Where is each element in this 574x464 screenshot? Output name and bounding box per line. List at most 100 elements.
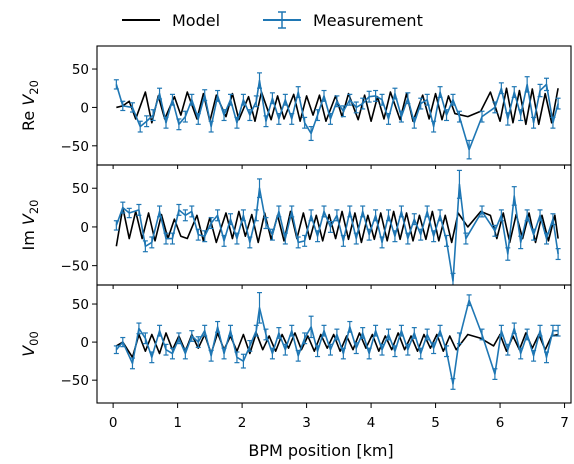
error-bar <box>431 120 437 133</box>
error-bar <box>157 87 163 100</box>
error-bar <box>555 324 561 337</box>
error-bar <box>282 343 288 356</box>
error-bar <box>136 203 142 216</box>
error-bar <box>524 209 530 222</box>
error-bar <box>321 324 327 337</box>
error-bar <box>295 236 301 249</box>
error-bar <box>411 213 417 226</box>
error-bar <box>334 328 340 341</box>
error-bar <box>195 336 201 349</box>
error-bar <box>269 228 275 241</box>
error-bar <box>240 353 246 369</box>
error-bar <box>353 232 359 245</box>
error-bar <box>360 97 366 110</box>
panel-middle: 50 0 −50 Im V20 <box>19 164 572 289</box>
error-bar <box>424 93 430 106</box>
error-bar <box>392 230 398 243</box>
error-bar <box>176 332 182 345</box>
error-bar <box>353 342 359 355</box>
error-bar <box>321 205 327 218</box>
error-bar <box>247 339 253 352</box>
error-bar <box>189 330 195 342</box>
error-bar <box>247 109 253 122</box>
error-bar <box>424 328 430 341</box>
error-bar <box>295 86 301 99</box>
error-bar <box>418 347 424 360</box>
error-bar <box>405 232 411 245</box>
error-bar <box>498 324 504 337</box>
error-bar <box>479 110 485 123</box>
error-bar <box>327 220 333 233</box>
error-bar <box>431 342 437 355</box>
error-bar <box>113 345 119 355</box>
x-tick-label: 7 <box>560 415 569 431</box>
error-bar <box>295 349 301 362</box>
legend-measurement-label: Measurement <box>313 11 423 30</box>
error-bar <box>253 95 259 108</box>
error-bar <box>149 236 155 249</box>
error-bar <box>456 110 462 123</box>
error-bar <box>129 357 135 370</box>
panel-top: 50 0 −50 Re V20 <box>19 45 572 169</box>
error-bar <box>302 234 308 247</box>
error-bar <box>276 112 282 125</box>
error-bar <box>253 324 259 337</box>
error-bar <box>360 205 366 218</box>
error-bar <box>208 217 214 230</box>
error-bar <box>511 186 517 206</box>
error-bar <box>456 169 462 199</box>
error-bar <box>302 116 308 129</box>
y-tick-label: 50 <box>72 297 89 313</box>
error-bar <box>463 232 469 245</box>
error-bar <box>240 209 246 222</box>
y-tick-label: −50 <box>61 139 90 155</box>
plot-area-middle <box>113 169 561 285</box>
error-bar <box>257 72 263 89</box>
error-bar <box>113 79 119 90</box>
error-bar <box>189 205 195 218</box>
error-bar <box>505 247 511 261</box>
error-bar <box>511 86 517 99</box>
legend-model-label: Model <box>172 11 220 30</box>
error-bar <box>418 97 424 110</box>
x-tick-label: 3 <box>302 415 311 431</box>
error-bar <box>282 93 288 106</box>
error-bar <box>315 345 321 358</box>
error-bar <box>437 324 443 337</box>
y-tick-label: 0 <box>80 220 89 236</box>
error-bar <box>240 93 246 106</box>
x-axis-label: BPM position [km] <box>248 441 393 460</box>
error-bar <box>437 86 443 99</box>
error-bar <box>215 89 221 102</box>
error-bar <box>379 93 385 106</box>
error-bar <box>498 82 504 95</box>
error-bar <box>142 240 148 253</box>
error-bar <box>555 97 561 110</box>
error-bar <box>537 83 543 98</box>
error-bar <box>531 228 537 241</box>
error-bar <box>289 205 295 218</box>
error-bar <box>157 324 163 337</box>
error-bar <box>257 178 263 199</box>
error-bar <box>450 378 456 390</box>
y-tick-label: 50 <box>72 62 89 78</box>
x-tick-label: 5 <box>431 415 440 431</box>
measurement-line-top <box>115 79 559 151</box>
error-bar <box>149 351 155 364</box>
error-bar <box>543 232 549 245</box>
error-bar <box>234 116 240 129</box>
error-bar <box>437 209 443 222</box>
error-bar <box>347 205 353 218</box>
error-bar <box>202 89 208 102</box>
error-bar <box>347 320 353 333</box>
x-tick-label: 6 <box>496 415 505 431</box>
error-bar <box>263 217 269 230</box>
error-bar <box>120 201 126 214</box>
error-bar <box>269 92 275 105</box>
x-tick-label: 1 <box>173 415 182 431</box>
error-bar <box>182 110 188 123</box>
error-bar <box>498 209 504 222</box>
error-bar <box>327 343 333 356</box>
error-bar <box>221 234 227 247</box>
